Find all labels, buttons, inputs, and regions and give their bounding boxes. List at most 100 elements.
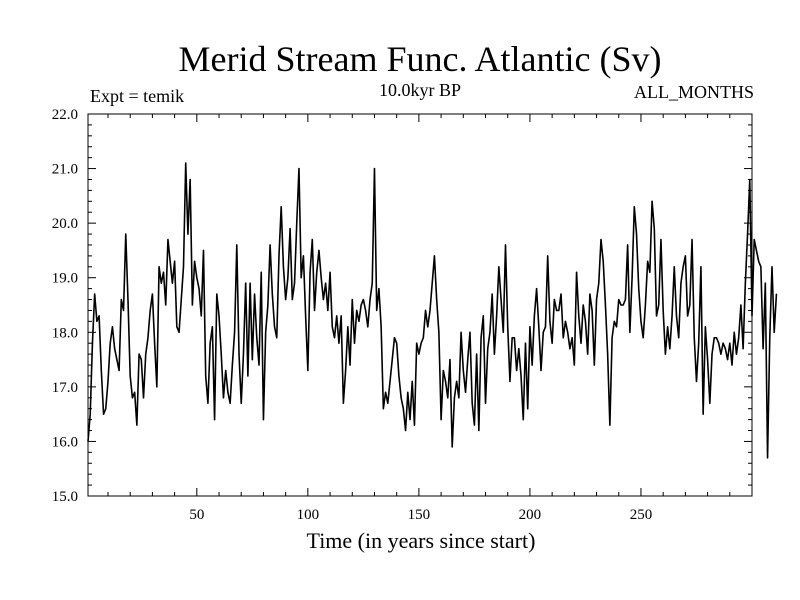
data-point (571, 337, 573, 339)
data-point (493, 353, 495, 355)
data-point (733, 331, 735, 333)
data-point (773, 331, 775, 333)
data-point (731, 364, 733, 366)
data-point (251, 358, 253, 361)
data-point (96, 320, 98, 322)
data-point (673, 266, 675, 268)
data-point (389, 380, 391, 382)
data-point (687, 315, 689, 317)
data-point (338, 342, 340, 344)
data-point (436, 298, 438, 301)
data-point (647, 260, 649, 262)
data-point (464, 391, 467, 393)
data-point (473, 424, 476, 426)
data-point (236, 244, 238, 246)
y-tick-label: 15.0 (52, 489, 78, 505)
data-point (693, 337, 695, 339)
data-point (151, 293, 153, 295)
data-point (196, 277, 198, 279)
data-point (635, 233, 638, 235)
data-point (602, 260, 604, 262)
data-point (125, 233, 127, 235)
data-point (527, 408, 529, 410)
data-point (564, 320, 567, 322)
data-point (718, 342, 720, 344)
data-point (258, 364, 260, 366)
data-point (771, 266, 773, 268)
data-point (762, 348, 764, 350)
data-point (551, 342, 553, 344)
data-point (302, 255, 305, 257)
data-point (131, 397, 134, 399)
data-point (267, 304, 269, 306)
data-point (116, 358, 118, 361)
data-point (198, 288, 200, 290)
data-point (653, 228, 655, 230)
data-point (651, 200, 653, 202)
data-point (353, 342, 356, 344)
data-point (642, 337, 644, 339)
data-point (145, 353, 147, 355)
data-point (287, 277, 289, 279)
data-point (98, 315, 100, 317)
data-point (755, 249, 758, 252)
data-point (680, 282, 682, 284)
data-point (205, 375, 207, 377)
data-point (467, 358, 469, 361)
data-point (182, 266, 185, 268)
data-point (218, 315, 220, 317)
data-point (169, 260, 171, 262)
data-point (740, 304, 742, 306)
data-point (376, 309, 378, 312)
data-point (342, 402, 344, 404)
data-point (327, 309, 329, 312)
data-point (513, 337, 515, 339)
data-point (655, 315, 658, 317)
data-point (320, 277, 322, 279)
data-point (615, 326, 618, 328)
data-point (678, 337, 680, 339)
data-point (433, 255, 436, 257)
data-point (453, 397, 456, 399)
data-point (604, 304, 607, 306)
data-point (476, 353, 478, 355)
data-point (404, 429, 407, 432)
data-point (496, 315, 498, 317)
data-point (542, 331, 544, 333)
data-point (391, 358, 393, 361)
data-point (291, 298, 293, 301)
data-point (309, 271, 311, 273)
data-point (711, 353, 713, 355)
data-point (593, 364, 595, 366)
data-point (540, 369, 542, 372)
experiment-annotation: Expt = temik (90, 86, 185, 106)
data-point (538, 326, 540, 328)
data-point (160, 282, 162, 284)
data-point (311, 238, 313, 241)
data-point (640, 320, 642, 322)
data-point (429, 309, 431, 312)
y-tick-label: 21.0 (52, 162, 78, 178)
chart-title: Merid Stream Func. Atlantic (Sv) (178, 39, 662, 79)
data-point (529, 326, 531, 328)
data-point (469, 331, 471, 333)
y-tick-label: 17.0 (52, 380, 78, 396)
data-point (305, 315, 307, 317)
data-point (229, 402, 231, 404)
data-point (480, 337, 482, 339)
data-point (607, 353, 609, 355)
data-point (533, 315, 535, 317)
data-point (345, 369, 347, 372)
data-point (766, 457, 769, 459)
data-point (384, 391, 387, 393)
data-point (134, 391, 136, 393)
tick-labels: 50 100 150 200 250 15.0 16.0 17.0 18.0 19.0 20.0 21… (52, 107, 652, 523)
data-point (402, 408, 404, 410)
data-point (358, 320, 360, 322)
data-point (174, 260, 176, 262)
data-point (720, 353, 722, 355)
data-point (729, 342, 731, 344)
data-point (322, 298, 324, 301)
data-point (613, 320, 615, 322)
